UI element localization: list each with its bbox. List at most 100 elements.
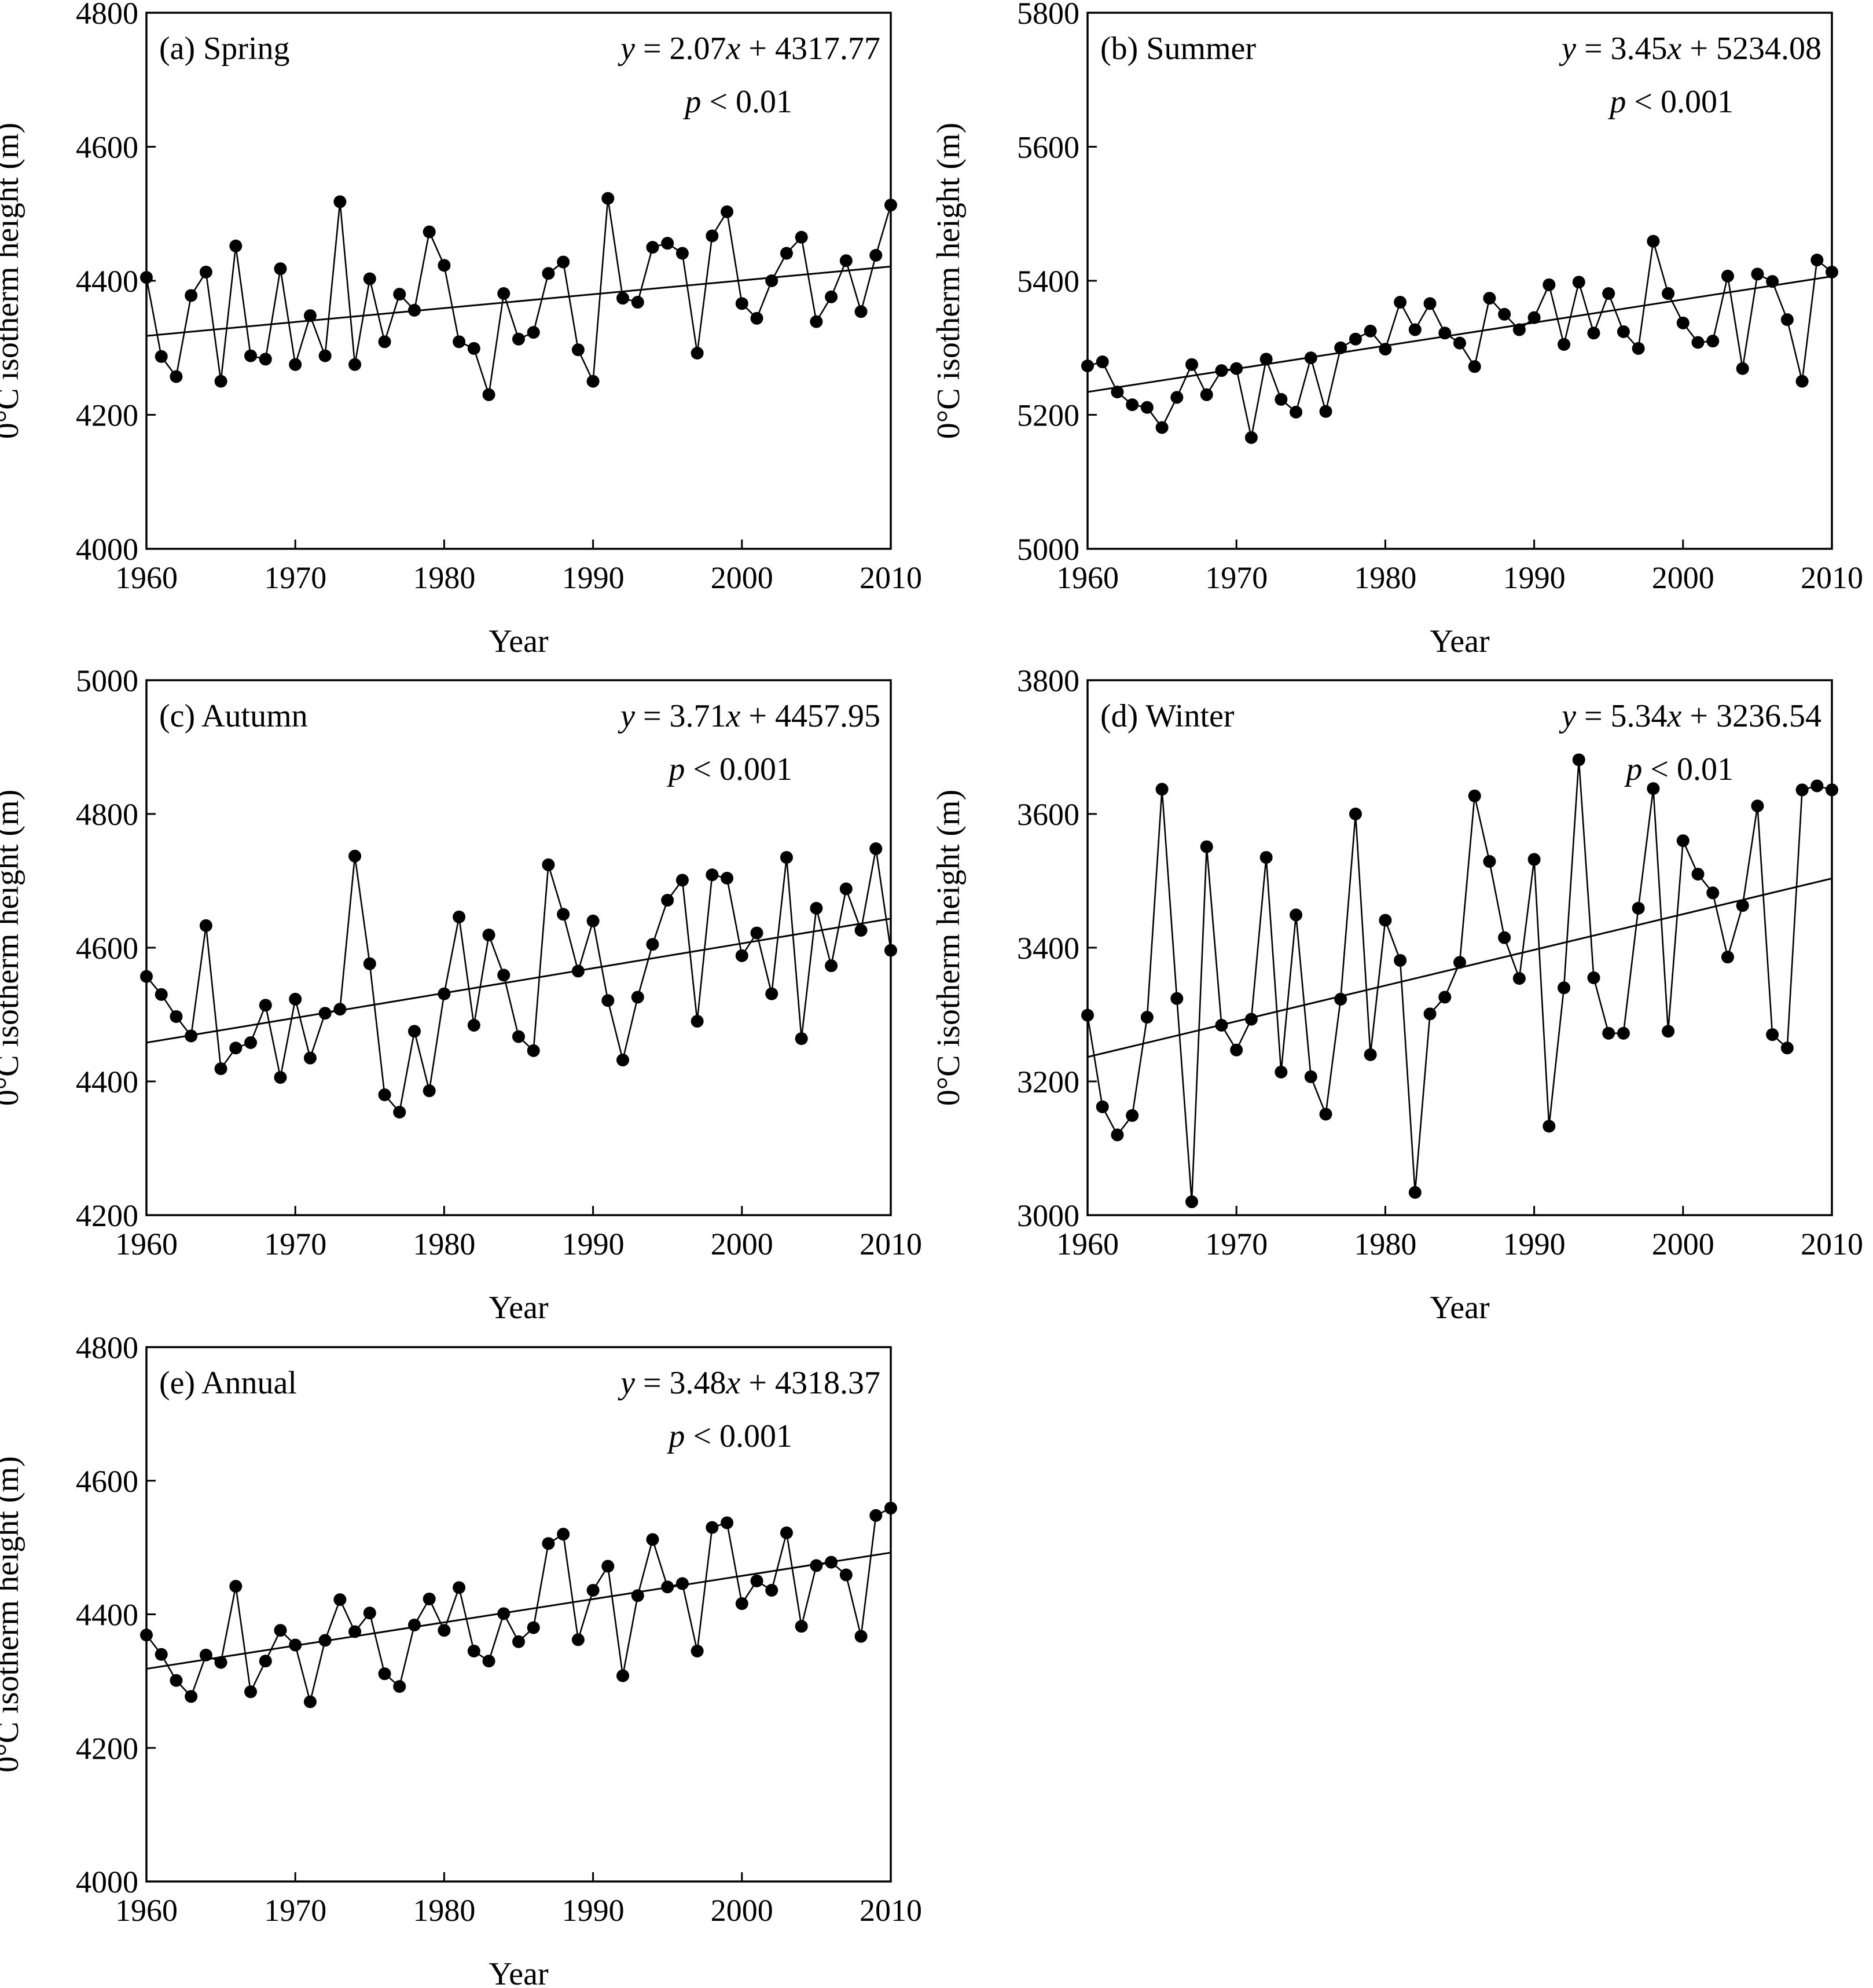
data-point [721,205,734,218]
y-axis-label: 0°C isotherm height (m) [0,1456,25,1773]
y-tick-label: 5400 [1017,264,1079,299]
data-point [1721,269,1734,283]
data-point [140,970,153,983]
x-tick-label: 1990 [1503,560,1566,595]
equation-eq: = 3.48 [635,1365,726,1401]
equation-rest: + 4317.77 [740,31,880,67]
data-point [1468,789,1481,802]
data-point [199,265,212,278]
data-point [884,199,897,212]
equation-rest: + 5234.08 [1681,31,1821,67]
equation-eq: = 5.34 [1576,698,1668,734]
y-tick-label: 3200 [1017,1065,1079,1099]
data-point [1349,332,1362,346]
data-point [229,239,243,252]
y-tick-label: 4800 [76,0,138,31]
data-point [675,247,689,260]
pvalue-rest: < 0.001 [685,751,792,787]
data-point [691,1015,704,1028]
data-point [586,1583,600,1597]
x-tick-label: 2010 [860,1227,922,1261]
data-point [1632,901,1645,915]
x-tick-label: 1970 [264,1227,326,1261]
y-tick-label: 4200 [76,1198,138,1233]
equation-x: x [726,698,741,734]
data-point [393,1106,406,1119]
data-point [1572,753,1585,766]
data-point [333,1003,347,1016]
data-point [1349,808,1362,820]
data-point [1512,972,1526,985]
y-axis-label: 0°C isotherm height (m) [0,123,25,439]
data-point [1780,1041,1794,1055]
data-point [259,1655,272,1668]
data-point [303,309,317,322]
data-point [721,871,734,885]
data-point [691,1644,704,1657]
data-point [363,1606,376,1620]
data-point [1408,1186,1422,1199]
x-tick-label: 2000 [1652,560,1714,595]
data-point [646,1533,659,1546]
data-point [348,849,362,863]
data-point [765,987,778,1000]
x-tick-label: 2010 [1801,1227,1863,1261]
data-point [631,1589,644,1602]
p-value: p < 0.01 [682,84,792,120]
x-tick-label: 1960 [1056,560,1119,595]
data-point [1632,342,1645,355]
data-point [1275,393,1288,406]
data-point [1706,886,1720,900]
x-axis-label: Year [489,1956,549,1988]
data-point [542,1537,555,1550]
data-point [1364,324,1377,338]
x-tick-label: 1980 [413,1893,475,1928]
data-point [199,1648,212,1661]
data-point [601,192,615,205]
data-point [1275,1065,1288,1079]
data-point [780,851,793,864]
data-point [1185,1195,1199,1208]
x-tick-label: 1990 [1503,1227,1566,1261]
panel-label: (a) Spring [159,31,290,67]
p-value: p < 0.001 [1607,84,1734,120]
data-point [601,994,615,1007]
regression-equation: y = 3.71x + 4457.95 [618,698,880,734]
y-tick-label: 4400 [76,264,138,299]
data-point [780,247,793,260]
data-point [869,842,883,856]
data-point [438,987,451,1000]
x-tick-label: 1970 [1205,560,1268,595]
data-point [214,1656,227,1669]
data-point [542,858,555,871]
pvalue-p: p [1607,84,1626,120]
data-point [1558,981,1571,995]
data-point [1126,398,1139,412]
data-point [1215,1018,1228,1032]
data-point [318,1634,332,1647]
data-point [1602,287,1615,300]
data-point [616,1054,630,1067]
panel-winter: 1960 1970 1980 1990 2000 2010 3000 3200 3400 3600… [931,663,1863,1326]
trend-line [146,1551,891,1670]
data-point [1647,234,1660,248]
data-point [1453,956,1466,969]
data-point [393,1680,406,1693]
data-point [407,1618,421,1631]
data-point [1736,362,1749,375]
data-point [333,1593,347,1606]
y-tick-label: 4600 [76,931,138,966]
data-point [586,375,600,388]
data-point [586,914,600,927]
equation-x: x [726,1365,741,1401]
y-tick-label: 5000 [1017,532,1079,567]
data-point [423,1592,436,1605]
data-point [244,1036,258,1050]
data-point [1587,327,1600,340]
data-point [542,267,555,280]
x-tick-label: 1980 [1354,560,1416,595]
data-point [661,893,674,907]
data-point [378,1667,391,1681]
data-point [780,1526,793,1539]
data-point [527,326,540,339]
